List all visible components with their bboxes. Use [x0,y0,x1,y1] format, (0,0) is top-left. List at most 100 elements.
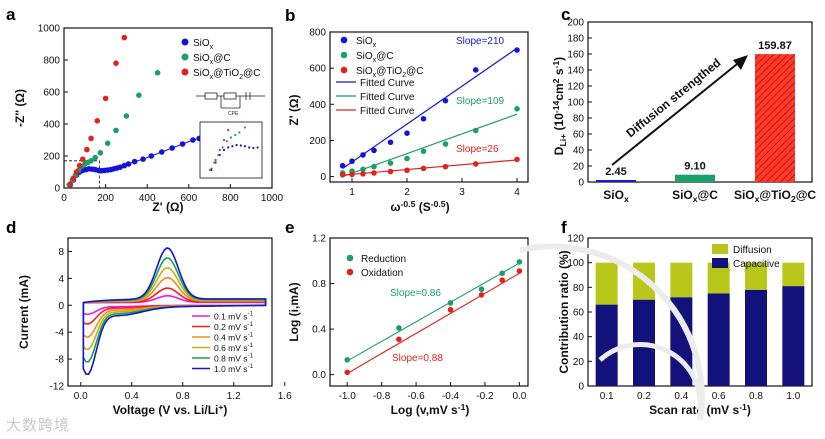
panel-b-point [387,168,394,175]
panel-b-ylabel: Z' (Ω) [287,94,301,125]
panel-b-ytick-label: 800 [309,28,326,39]
panel-d-ytick-label: -8 [55,355,64,366]
panel-a-point [154,70,161,76]
panel-f-bar-segment [707,293,730,386]
panel-c-label: c [561,5,570,24]
panel-a-point [84,146,90,153]
panel-a-circuit: CPE [196,92,265,117]
panel-a-point [169,145,175,151]
panel-a-inset-point [222,138,226,142]
panel-d-xlabel: Voltage (V vs. Li/Li+) [113,402,228,417]
panel-a-inset-point [217,153,220,157]
panel-d-ytick-label: 4 [58,274,64,285]
text-span: 0.2 mV s [214,322,248,332]
panel-c-annotation: Diffusion strengthed [623,56,723,141]
panel-e-fit-line [346,272,520,374]
text-span: SiO [193,38,210,49]
panel-a-inset-point [227,128,230,132]
panel-b-legend-label: SiOx@TiO2@C [356,66,424,79]
panel-c-ytick-label: 80 [573,114,585,125]
panel-b-point [404,130,410,137]
watermark: 大数跨境 [6,417,71,434]
panel-a-xtick-label: 1000 [261,193,284,204]
text-span: 0.6 mV s [214,343,248,353]
panel-b-label: b [285,6,295,25]
panel-a-point [158,149,165,155]
panel-d-legend-label: 0.1 mV s-1 [214,311,254,322]
panel-f-label: f [561,218,567,237]
panel-f-legend-swatch [712,244,728,254]
panel-d-ylabel: Current (mA) [17,275,31,349]
panel-b-xtick-label: 3 [459,187,465,198]
panel-f-xtick-label: 0.2 [637,391,651,402]
text-span: ) [223,403,227,417]
text-span: -14 [551,100,561,113]
panel-c-ylabel: DLi+ (10-14cm2 s-1) [551,57,568,155]
panel-e-point [478,292,485,298]
panel-a-xtick-label: 0 [61,193,67,204]
panel-c-ytick-label: 160 [567,50,584,61]
panel-e-legend-marker [346,254,354,262]
panel-a-inset-point [235,143,238,147]
panel-a-ytick-label: 200 [43,152,60,163]
panel-a-point [97,150,104,156]
text-span: SiO [356,66,373,77]
panel-b-ytick-label: 0 [320,172,326,183]
panel-a-point [123,113,130,119]
text-span: @C [213,53,230,64]
panel-d-xtick-label: 1.2 [227,391,241,402]
text-span: @C [796,188,817,202]
panel-e-label: e [285,218,294,237]
panel-a-inset-point [210,167,213,170]
panel-b-xlabel: ω-0.5 (S-0.5) [390,199,449,214]
panel-e-point [499,277,505,283]
panel-a-point [92,154,98,161]
panel-b-point [371,163,377,170]
panel-b-legend-label: SiOx@C [356,51,394,64]
panel-a-point [88,158,94,164]
panel-f-xlabel: Scan rate (mV s-1) [649,402,751,417]
panel-b-point [339,171,346,178]
text-span: x [373,70,377,79]
panel-e-point [447,306,454,313]
panel-a-zoom-marker [64,160,100,188]
panel-c-ytick-label: 60 [573,130,585,141]
panel-b-legend-label: SiOx [356,36,377,49]
text-span: @TiO [376,66,402,77]
panel-e-ylabel: Log (i,mA) [287,282,301,341]
panel-a-frame [63,27,273,189]
panel-e-xtick-label: -0.2 [476,391,494,402]
text-span: -1 [551,61,561,69]
panel-b-legend-marker [340,36,348,44]
panel-c-value-label: 159.87 [758,40,792,52]
panel-a-legend-label: SiOx@TiO2@C [193,68,261,81]
panel-e-point [396,325,402,331]
text-span: SiO [603,188,624,202]
panel-b-point [442,141,449,147]
panel-a-point [94,118,101,124]
panel-b-point [371,170,377,176]
panel-d-cv-curve [82,247,267,376]
panel-a-inset-point [234,133,237,137]
panel-b-point [514,156,520,163]
panel-e-xtick-label: -0.8 [373,391,391,402]
panel-e-ytick-label: 0.8 [312,279,326,290]
panel-b-slope-label: Slope=210 [456,36,505,47]
panel-b-point [360,152,366,158]
panel-a-inset-point [222,148,226,152]
text-span: -1 [248,332,254,339]
panel-f-xtick-label: 0.6 [712,391,726,402]
panel-f-ytick-label: 100 [567,258,584,269]
panel-a-point [121,34,128,41]
panel-b-legend-marker [340,66,348,74]
text-span: + [218,402,223,412]
text-span: @TiO [213,68,239,79]
panel-a-point [76,162,83,169]
text-span: @C [406,66,423,77]
text-span: ) [446,200,450,214]
panel-c-ytick-label: 180 [567,34,584,45]
panel-c-ytick-label: 140 [567,66,584,77]
panel-e-xtick-label: -1.0 [339,391,357,402]
panel-e-xtick-label: -0.6 [407,391,425,402]
panel-b-point [472,67,479,73]
